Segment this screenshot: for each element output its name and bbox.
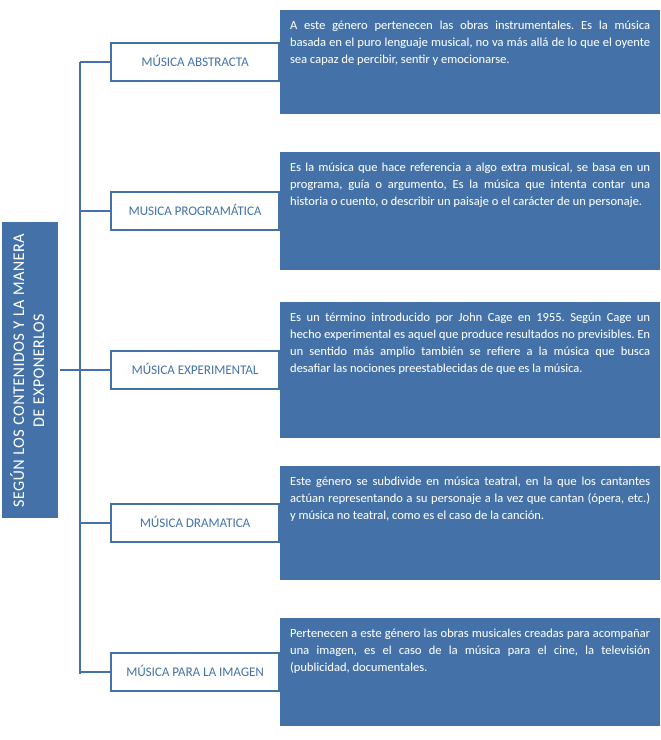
category-box: MÚSICA ABSTRACTA <box>110 42 280 82</box>
connector-branch <box>80 61 110 63</box>
connector-branch <box>80 210 110 212</box>
root-category-box: SEGÚN LOS CONTENIDOS Y LA MANERA DE EXPO… <box>0 220 60 520</box>
category-box: MUSICA PROGRAMÁTICA <box>110 191 280 231</box>
description-text: Pertenecen a este género las obras music… <box>290 626 650 675</box>
category-label: MÚSICA ABSTRACTA <box>141 55 248 70</box>
root-category-label: SEGÚN LOS CONTENIDOS Y LA MANERA DE EXPO… <box>10 222 50 518</box>
description-text: Este género se subdivide en música teatr… <box>290 474 650 523</box>
connector-branch <box>80 522 110 524</box>
description-text: Es un término introducido por John Cage … <box>290 310 650 376</box>
description-text: A este género pertenecen las obras instr… <box>290 18 650 67</box>
category-label: MUSICA PROGRAMÁTICA <box>129 204 262 219</box>
description-box: Pertenecen a este género las obras music… <box>280 618 660 726</box>
connector-root-h <box>60 369 80 371</box>
connector-trunk <box>79 62 81 674</box>
description-box: Es la música que hace referencia a algo … <box>280 152 660 270</box>
description-box: Es un término introducido por John Cage … <box>280 302 660 438</box>
category-box: MÚSICA EXPERIMENTAL <box>110 350 280 390</box>
category-box: MÚSICA DRAMATICA <box>110 503 280 543</box>
category-label: MÚSICA EXPERIMENTAL <box>132 363 259 378</box>
category-box: MÚSICA PARA LA IMAGEN <box>110 652 280 692</box>
description-text: Es la música que hace referencia a algo … <box>290 160 650 209</box>
connector-branch <box>80 369 110 371</box>
category-label: MÚSICA PARA LA IMAGEN <box>126 665 264 680</box>
description-box: A este género pertenecen las obras instr… <box>280 10 660 114</box>
category-label: MÚSICA DRAMATICA <box>140 516 250 531</box>
connector-branch <box>80 671 110 673</box>
description-box: Este género se subdivide en música teatr… <box>280 466 660 580</box>
